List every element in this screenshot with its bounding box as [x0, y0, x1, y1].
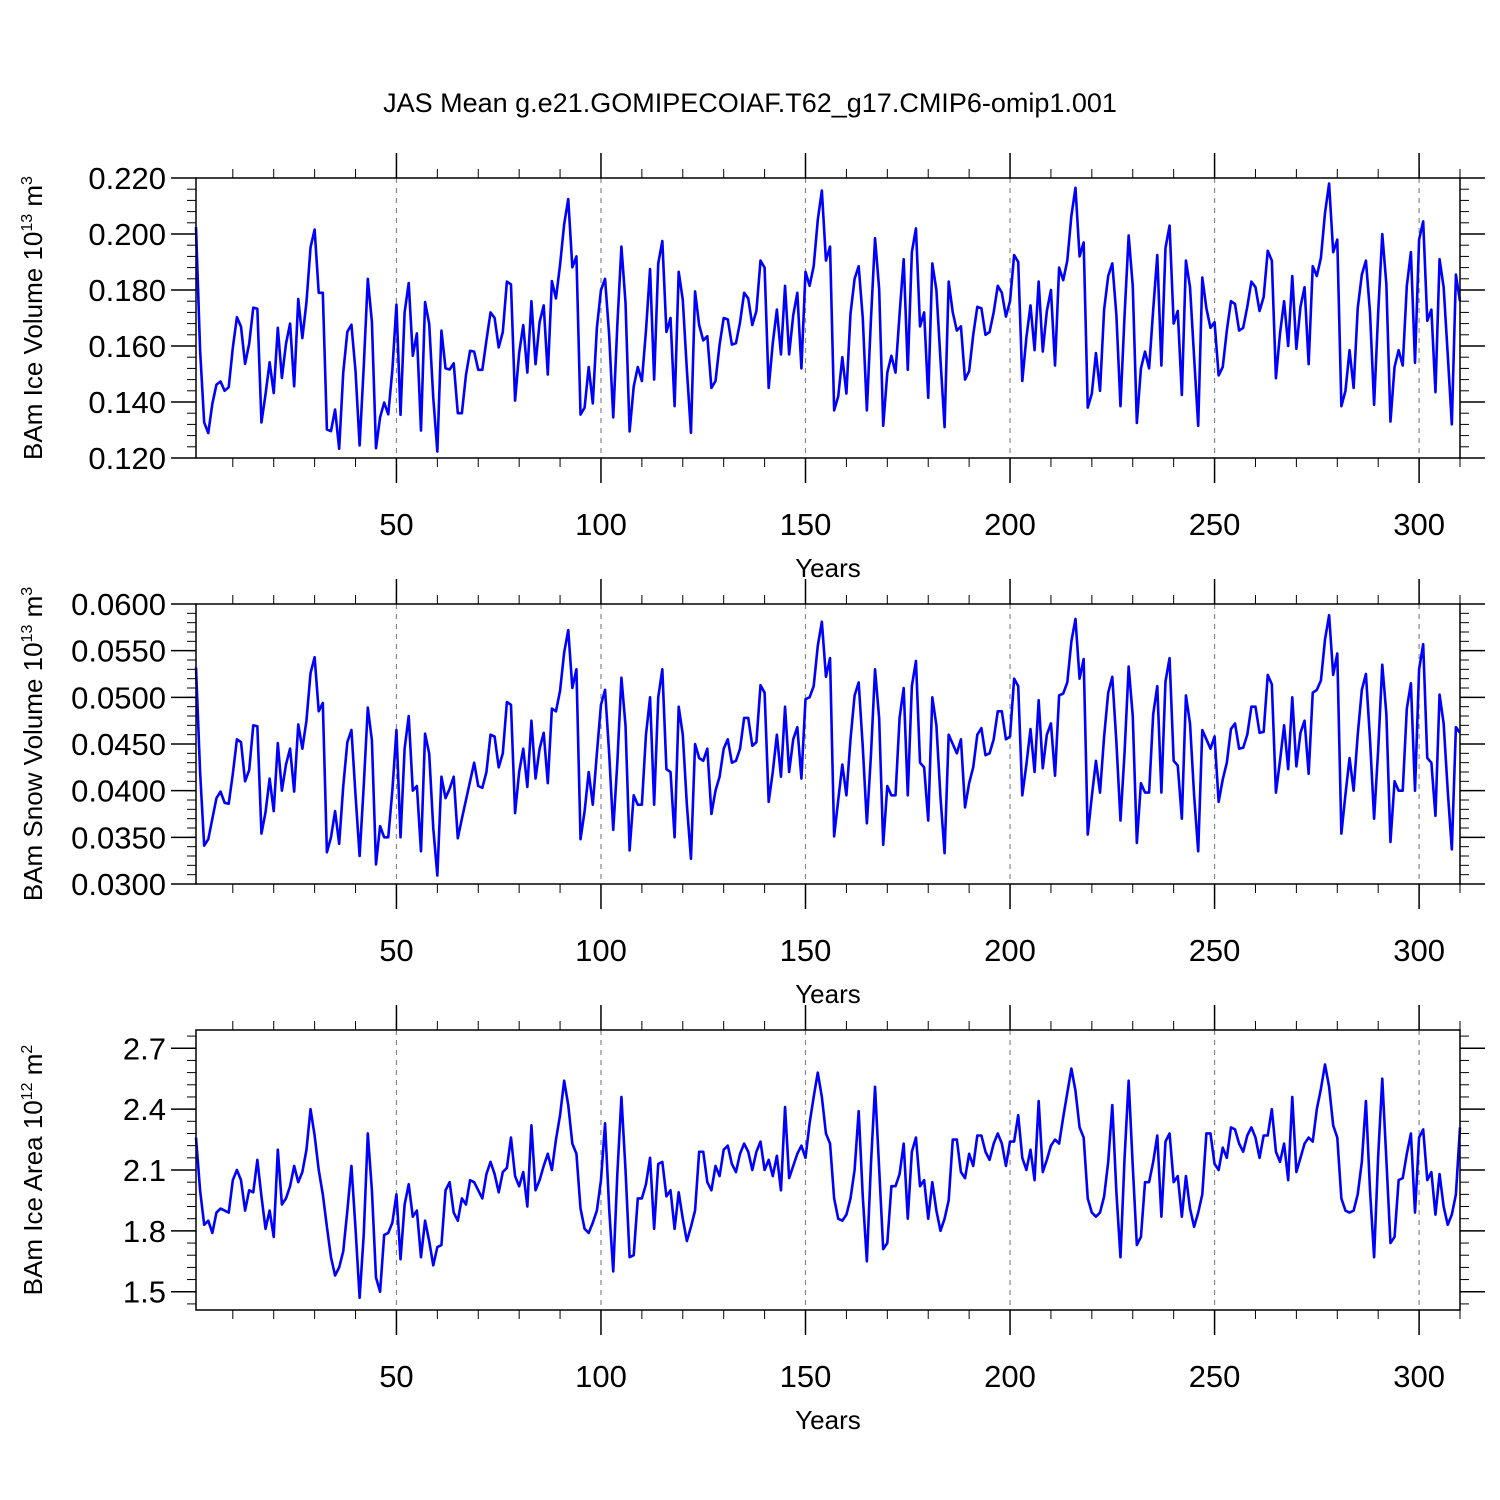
- data-line-snow-volume: [194, 613, 1462, 877]
- x-tick-label: 300: [1393, 507, 1445, 542]
- x-axis-title: Years: [795, 553, 861, 583]
- y-tick-label: 2.7: [123, 1031, 166, 1066]
- y-tick-label: 0.120: [88, 441, 166, 476]
- y-tick-label: 0.0350: [71, 820, 166, 855]
- x-tick-label: 200: [984, 1359, 1036, 1394]
- y-tick-label: 0.0500: [71, 680, 166, 715]
- y-axis-title-unit-exponent: 2: [19, 1045, 36, 1054]
- y-tick-label: 0.220: [88, 161, 166, 196]
- y-tick-label: 0.140: [88, 385, 166, 420]
- x-tick-label: 100: [575, 933, 627, 968]
- chart-panel-ice-area: 1.5 1.8 2.1 2.4 2.7 50 100 150 200 250 300 Years BAm…: [18, 1005, 1485, 1435]
- y-axis-title-main: BAm Snow Volume 10: [18, 642, 48, 901]
- x-tick-label: 150: [780, 1359, 832, 1394]
- y-axis-title-unit-exponent: 3: [19, 176, 36, 185]
- x-axis-title: Years: [795, 1405, 861, 1435]
- data-line-ice-volume: [194, 182, 1462, 453]
- y-tick-label: 0.0450: [71, 727, 166, 762]
- y-tick-label: 0.0300: [71, 867, 166, 902]
- chart-panel-snow-volume: 0.0300 0.0350 0.0400 0.0450 0.0500 0.0550 0.06…: [18, 579, 1485, 1009]
- plot-frame: [195, 1029, 1461, 1311]
- x-tick-label: 200: [984, 507, 1036, 542]
- y-tick-label: 1.5: [123, 1275, 166, 1310]
- plot-frame: [195, 177, 1461, 459]
- y-tick-label: 0.200: [88, 217, 166, 252]
- data-line-ice-area: [194, 1063, 1462, 1300]
- y-tick-label: 0.160: [88, 329, 166, 364]
- x-tick-label: 150: [780, 933, 832, 968]
- y-axis-title-unit: m: [18, 185, 48, 214]
- y-tick-label: 0.0550: [71, 634, 166, 669]
- x-tick-label: 100: [575, 1359, 627, 1394]
- y-tick-label: 1.8: [123, 1214, 166, 1249]
- y-tick-label: 2.1: [123, 1153, 166, 1188]
- y-tick-label: 0.180: [88, 273, 166, 308]
- chart-panel-ice-volume: 0.120 0.140 0.160 0.180 0.200 0.220 50 100 150 20…: [18, 153, 1485, 583]
- y-axis-title-exponent: 13: [19, 625, 36, 643]
- x-tick-label: 250: [1189, 507, 1241, 542]
- x-tick-label: 250: [1189, 933, 1241, 968]
- y-axis-title-unit-exponent: 3: [19, 587, 36, 596]
- y-axis-title: BAm Ice Area 1012 m2: [18, 1045, 48, 1296]
- x-tick-label: 200: [984, 933, 1036, 968]
- y-axis-title: BAm Ice Volume 1013 m3: [18, 176, 48, 460]
- x-tick-label: 50: [379, 507, 413, 542]
- x-tick-label: 300: [1393, 1359, 1445, 1394]
- x-tick-label: 50: [379, 933, 413, 968]
- plot-frame: [195, 603, 1461, 885]
- y-axis-title-exponent: 12: [19, 1082, 36, 1100]
- y-tick-label: 0.0400: [71, 774, 166, 809]
- x-tick-label: 150: [780, 507, 832, 542]
- y-axis-title: BAm Snow Volume 1013 m3: [18, 587, 48, 901]
- y-axis-title-main: BAm Ice Volume 10: [18, 232, 48, 460]
- y-axis-title-unit: m: [18, 596, 48, 625]
- y-tick-label: 2.4: [123, 1092, 166, 1127]
- y-axis-title-exponent: 13: [19, 214, 36, 232]
- x-axis-title: Years: [795, 979, 861, 1009]
- figure-title: JAS Mean g.e21.GOMIPECOIAF.T62_g17.CMIP6…: [383, 88, 1117, 118]
- y-axis-title-main: BAm Ice Area 10: [18, 1100, 48, 1295]
- x-tick-label: 250: [1189, 1359, 1241, 1394]
- x-tick-label: 100: [575, 507, 627, 542]
- y-tick-label: 0.0600: [71, 587, 166, 622]
- x-tick-label: 50: [379, 1359, 413, 1394]
- x-tick-label: 300: [1393, 933, 1445, 968]
- y-axis-title-unit: m: [18, 1054, 48, 1083]
